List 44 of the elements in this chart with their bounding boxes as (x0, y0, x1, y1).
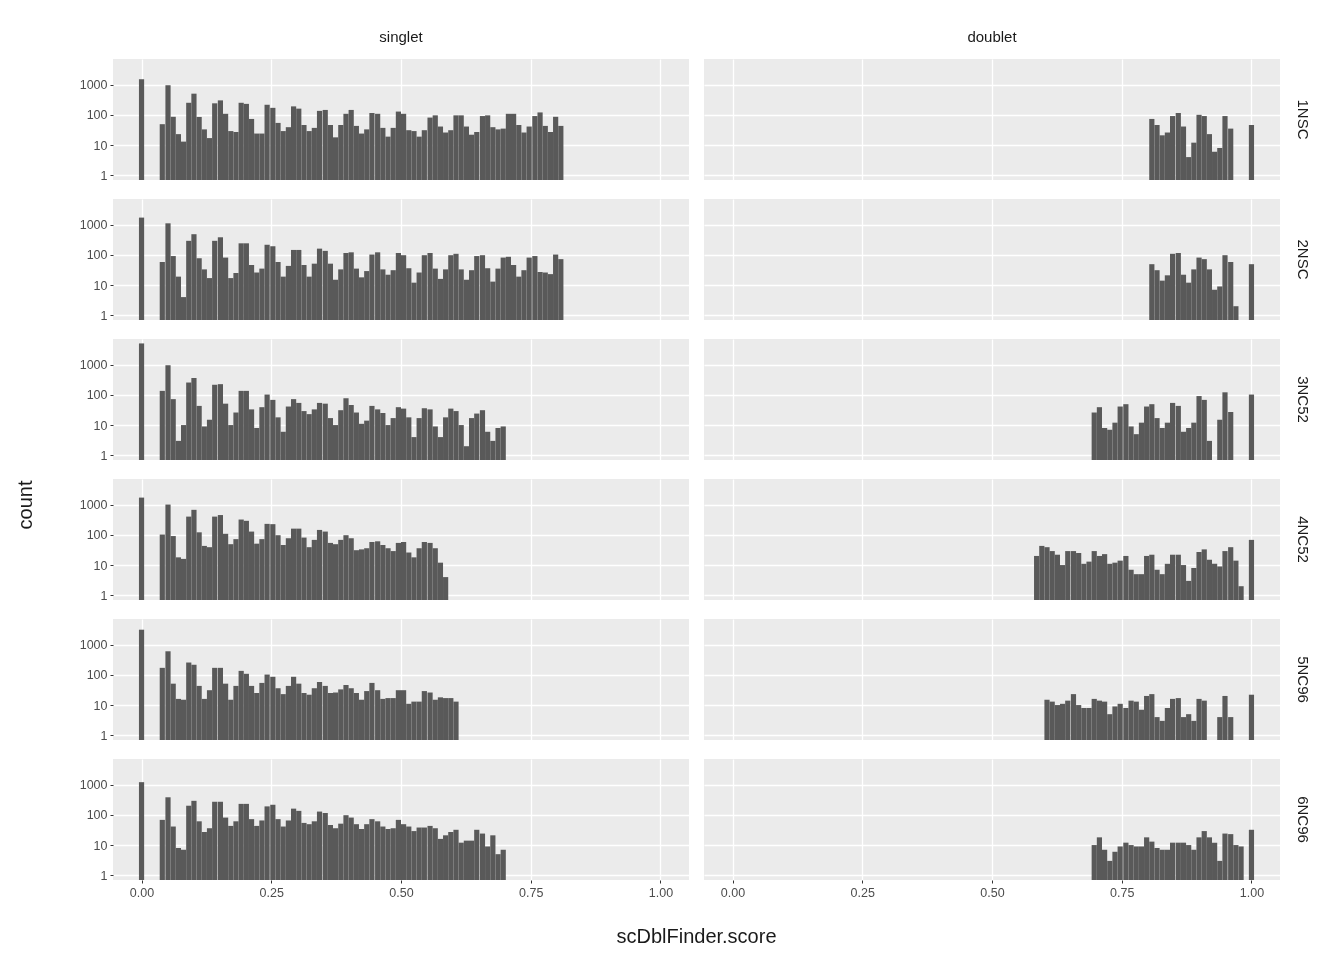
y-tick-label: 1 (100, 448, 108, 463)
y-tick-label: 1 (100, 868, 108, 883)
y-tick-label: 1 (100, 588, 108, 603)
y-tick-label: 1 (100, 168, 108, 183)
y-tick-label: 1000 (79, 498, 108, 513)
y-axis-title: count (14, 480, 36, 530)
x-tick-label: 0.50 (389, 885, 414, 900)
y-tick-label: 10 (93, 558, 108, 573)
y-tick-label: 10 (93, 138, 108, 153)
y-tick-label: 100 (86, 108, 108, 123)
y-tick-label: 1000 (79, 78, 108, 93)
y-tick-label: 100 (86, 248, 108, 263)
y2-axis-title: 1NSC (1295, 99, 1312, 140)
y2-axis-title: 6NC96 (1295, 796, 1312, 843)
y-tick-label: 1000 (79, 358, 108, 373)
y-tick-label: 1000 (79, 218, 108, 233)
y2-axis-title: 3NC52 (1295, 376, 1312, 423)
x-tick-label: 0.75 (519, 885, 544, 900)
x-tick-label: 0.25 (850, 885, 875, 900)
x-tick-label: 0.25 (259, 885, 284, 900)
y-tick-label: 10 (93, 838, 108, 853)
y-tick-label: 100 (86, 808, 108, 823)
y2-axis-title: 5NC96 (1295, 656, 1312, 703)
y-tick-label: 10 (93, 698, 108, 713)
x-tick-label: 0.50 (980, 885, 1005, 900)
y2-axis-title: 4NC52 (1295, 516, 1312, 563)
x-tick-label: 1.00 (648, 885, 674, 900)
y-tick-label: 10 (93, 278, 108, 293)
x-axis-title: scDblFinder.score (616, 925, 777, 947)
y-tick-label: 1000 (79, 638, 108, 653)
y-tick-label: 100 (86, 668, 108, 683)
x-tick-label: 0.00 (720, 885, 746, 900)
y-tick-label: 1 (100, 308, 108, 323)
x-tick-label: 0.75 (1110, 885, 1135, 900)
y-tick-label: 1 (100, 728, 108, 743)
y-tick-label: 1000 (79, 778, 108, 793)
y-tick-label: 10 (93, 418, 108, 433)
chart-title: singlet (379, 28, 424, 45)
chart-title: doublet (967, 28, 1018, 45)
y-tick-label: 100 (86, 528, 108, 543)
y-tick-label: 100 (86, 388, 108, 403)
x-tick-label: 1.00 (1239, 885, 1265, 900)
x-tick-label: 0.00 (129, 885, 155, 900)
y2-axis-title: 2NSC (1295, 239, 1312, 280)
